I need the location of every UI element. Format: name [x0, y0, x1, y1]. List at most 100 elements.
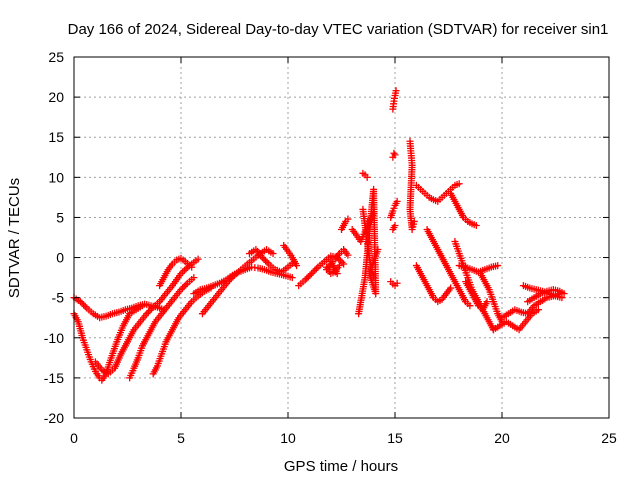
data-point — [226, 276, 234, 284]
data-point — [311, 266, 319, 274]
data-point — [392, 87, 400, 95]
series-arc-27 — [447, 189, 480, 229]
series-scatter-a — [355, 185, 382, 318]
plot-frame — [73, 56, 610, 419]
data-point — [180, 282, 188, 290]
y-tick-label: -20 — [44, 410, 64, 426]
series-arc-4 — [126, 274, 198, 382]
series-arc-7 — [190, 263, 296, 298]
axis-ticks: 0 5 10 15 20 25 -20 -15 -10 -5 0 5 10 15 20 25 — [44, 49, 617, 446]
y-tick-label: 25 — [48, 49, 64, 65]
data-point — [466, 302, 474, 310]
y-axis-label: SDTVAR / TECUs — [6, 178, 23, 298]
series-scatter-b — [406, 137, 418, 233]
data-point — [363, 173, 371, 181]
data-point — [374, 246, 382, 254]
series-arc-20 — [389, 149, 399, 161]
data-point — [224, 278, 232, 286]
x-tick-label: 25 — [601, 430, 617, 446]
data-point — [227, 274, 235, 282]
data-point — [333, 270, 341, 278]
data-point — [308, 270, 316, 278]
series-arc-29 — [455, 262, 502, 276]
data-point — [177, 286, 185, 294]
series-arc-36 — [524, 286, 568, 306]
data-point — [293, 262, 301, 270]
data-point — [560, 290, 568, 298]
series-arc-32 — [477, 270, 506, 326]
data-point — [76, 298, 84, 306]
x-tick-label: 5 — [177, 430, 185, 446]
data-point — [78, 299, 86, 307]
y-tick-label: 10 — [48, 169, 64, 185]
data-point — [390, 149, 398, 157]
series-arc-10 — [280, 242, 301, 270]
data-point — [344, 215, 352, 223]
data-point — [312, 265, 320, 273]
data-point — [534, 306, 542, 314]
x-tick-label: 10 — [280, 430, 296, 446]
data-point — [260, 255, 268, 263]
data-point — [410, 217, 418, 225]
series-arc-23 — [389, 221, 399, 233]
data-point — [455, 180, 463, 188]
data-point — [179, 268, 187, 276]
y-tick-label: 20 — [48, 89, 64, 105]
y-tick-label: 0 — [56, 250, 64, 266]
y-tick-label: 15 — [48, 129, 64, 145]
data-point — [146, 307, 154, 315]
data-point — [263, 258, 271, 266]
data-point — [262, 257, 270, 265]
data-point — [483, 298, 491, 306]
series-arc-33 — [489, 306, 542, 334]
data-point — [180, 266, 188, 274]
data-point — [309, 268, 317, 276]
series-arc-18 — [359, 169, 371, 181]
data-point — [335, 262, 343, 270]
data-point — [340, 260, 348, 268]
data-point — [336, 257, 344, 265]
data-point — [144, 308, 152, 316]
series-arc-24 — [412, 180, 463, 205]
x-tick-label: 15 — [387, 430, 403, 446]
data-point — [288, 274, 296, 282]
data-point — [143, 310, 151, 318]
data-point — [447, 284, 455, 292]
series-arc-22 — [387, 278, 401, 290]
y-tick-label: -5 — [52, 290, 65, 306]
data-point — [81, 302, 89, 310]
data-point — [393, 279, 401, 287]
data-point — [179, 284, 187, 292]
data-point — [391, 151, 399, 159]
data-point — [301, 276, 309, 284]
series-arc-11 — [295, 252, 348, 290]
data-point — [80, 301, 88, 309]
series-arc-21 — [387, 197, 401, 221]
data-point — [188, 263, 196, 271]
series-arc-8 — [198, 246, 277, 318]
data-point — [344, 251, 352, 259]
data-point — [148, 305, 156, 313]
series-arc-19 — [389, 87, 400, 113]
x-axis-label: GPS time / hours — [284, 458, 398, 475]
data-point — [472, 221, 480, 229]
series-arc-31 — [472, 294, 497, 334]
data-point — [182, 281, 190, 289]
chart-title: Day 166 of 2024, Sidereal Day-to-day VTE… — [68, 21, 609, 38]
x-tick-label: 0 — [70, 430, 78, 446]
data-point — [303, 274, 311, 282]
data-point — [304, 273, 312, 281]
data-point — [391, 221, 399, 229]
y-tick-label: 5 — [56, 209, 64, 225]
data-point — [494, 262, 502, 270]
series-arc-14 — [327, 258, 341, 278]
series-arc-25 — [412, 262, 455, 306]
y-tick-label: -10 — [44, 330, 64, 346]
data-point — [258, 254, 266, 262]
grid — [74, 57, 609, 418]
x-tick-label: 20 — [494, 430, 510, 446]
data-point — [229, 273, 237, 281]
data-point — [393, 197, 401, 205]
series-arc-6 — [156, 254, 196, 290]
